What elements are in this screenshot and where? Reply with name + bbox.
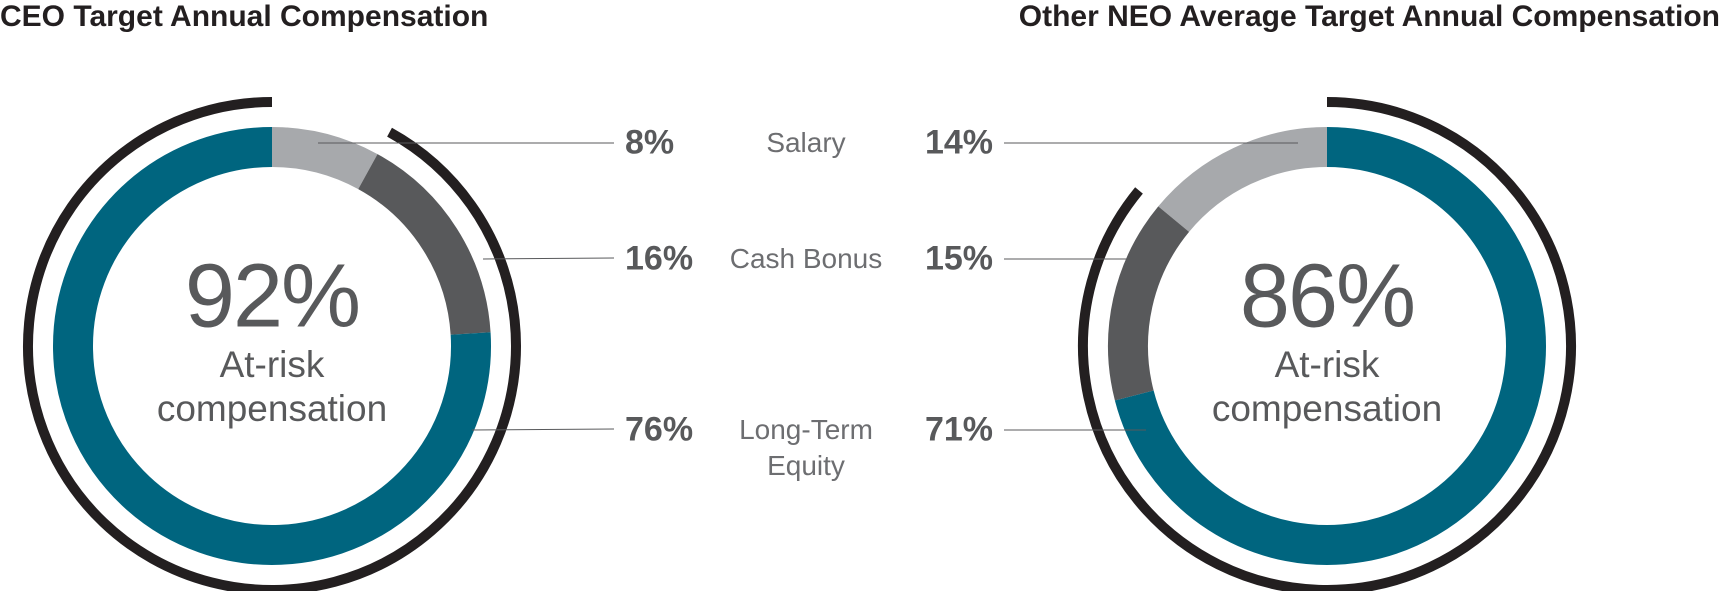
chart-title: CEO Target Annual Compensation [0, 0, 489, 33]
chart-title: Other NEO Average Target Annual Compensa… [1018, 0, 1720, 33]
donut-segment [357, 154, 491, 336]
value-label: 15% [924, 239, 993, 278]
leader-line [482, 257, 615, 260]
donut-segment [271, 127, 378, 190]
at-risk-arc [1077, 97, 1576, 591]
center-text: At-risk compensation [1211, 344, 1443, 429]
center-text: At-risk compensation [156, 344, 388, 429]
donut-segment [1108, 206, 1190, 401]
category-label: Long-Term Equity [739, 414, 873, 481]
value-label: 76% [625, 410, 694, 449]
donut-segment [53, 127, 491, 565]
donut-segment [1114, 127, 1546, 565]
value-label: 71% [924, 410, 993, 449]
at-risk-total: 86% [1239, 246, 1416, 347]
category-label: Cash Bonus [729, 243, 883, 274]
value-label: 8% [625, 123, 675, 162]
at-risk-total: 92% [184, 246, 361, 347]
category-label: Salary [766, 127, 846, 158]
at-risk-arc [23, 97, 521, 591]
leader-line [471, 428, 615, 431]
donut-segment [1158, 127, 1328, 233]
value-label: 16% [625, 239, 694, 278]
value-label: 14% [924, 123, 993, 162]
